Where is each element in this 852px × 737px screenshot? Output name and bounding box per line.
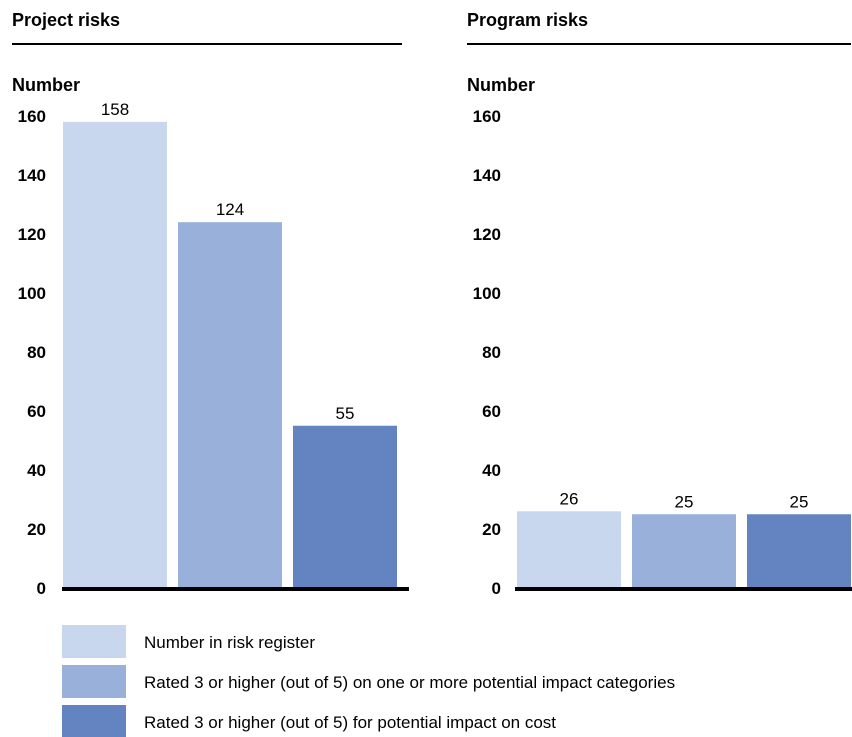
- y-tick-label: 160: [18, 107, 46, 126]
- bar-value-label: 25: [790, 492, 809, 511]
- bar: [747, 514, 851, 588]
- y-tick-label: 140: [473, 166, 501, 185]
- bar: [293, 425, 397, 588]
- legend-swatch: [62, 665, 126, 698]
- y-tick-label: 100: [473, 284, 501, 303]
- chart-panel-2: Program risks Number 0 20 40 60 80 100 120 140 160…: [467, 10, 852, 598]
- legend-label: Number in risk register: [144, 633, 315, 652]
- legend-label: Rated 3 or higher (out of 5) for potenti…: [144, 713, 556, 732]
- legend-swatch: [62, 705, 126, 737]
- bar-value-label: 158: [101, 100, 129, 119]
- chart-panel-1: Project risks Number 0 20 40 60 80 100 120 140 160…: [12, 10, 409, 598]
- y-tick-label: 40: [482, 461, 501, 480]
- legend-item: Rated 3 or higher (out of 5) on one or m…: [62, 665, 675, 698]
- bar: [178, 222, 282, 588]
- panel-title: Project risks: [12, 10, 120, 30]
- y-tick-label: 0: [37, 579, 46, 598]
- bar: [517, 511, 621, 588]
- y-tick-label: 40: [27, 461, 46, 480]
- legend-item: Number in risk register: [62, 625, 315, 658]
- y-tick-label: 20: [27, 520, 46, 539]
- bar-value-label: 26: [560, 489, 579, 508]
- y-tick-label: 120: [473, 225, 501, 244]
- y-tick-label: 100: [18, 284, 46, 303]
- y-tick-label: 80: [27, 343, 46, 362]
- y-axis-label: Number: [12, 75, 80, 95]
- y-tick-label: 60: [482, 402, 501, 421]
- y-tick-label: 60: [27, 402, 46, 421]
- legend-item: Rated 3 or higher (out of 5) for potenti…: [62, 705, 556, 737]
- y-tick-label: 0: [492, 579, 501, 598]
- bar-value-label: 55: [336, 404, 355, 423]
- y-tick-label: 20: [482, 520, 501, 539]
- bar-value-label: 25: [675, 492, 694, 511]
- y-tick-label: 160: [473, 107, 501, 126]
- legend: Number in risk register Rated 3 or higher…: [62, 625, 675, 737]
- y-tick-label: 80: [482, 343, 501, 362]
- legend-label: Rated 3 or higher (out of 5) on one or m…: [144, 673, 675, 692]
- y-tick-label: 120: [18, 225, 46, 244]
- bar-value-label: 124: [216, 200, 244, 219]
- legend-swatch: [62, 625, 126, 658]
- panel-title: Program risks: [467, 10, 588, 30]
- bar: [632, 514, 736, 588]
- y-tick-label: 140: [18, 166, 46, 185]
- y-axis-label: Number: [467, 75, 535, 95]
- bar: [63, 121, 167, 589]
